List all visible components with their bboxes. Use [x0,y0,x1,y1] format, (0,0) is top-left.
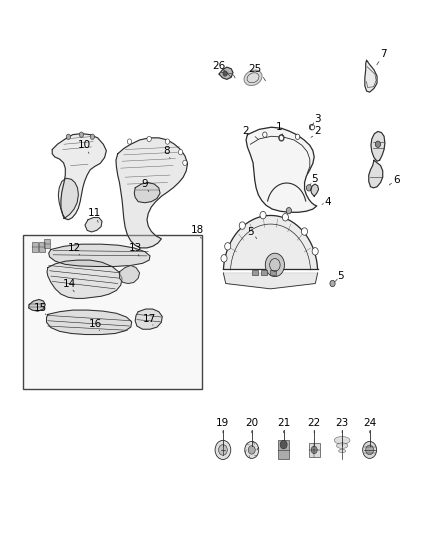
Polygon shape [116,138,187,248]
Text: 22: 22 [307,418,321,429]
Circle shape [309,125,314,130]
Text: 19: 19 [216,418,230,429]
Text: 13: 13 [128,243,142,253]
Text: 16: 16 [89,319,102,329]
Circle shape [66,134,71,140]
Circle shape [310,125,314,130]
Circle shape [265,253,285,277]
Polygon shape [135,309,162,329]
Ellipse shape [336,443,348,448]
Polygon shape [365,60,377,92]
Text: 20: 20 [245,418,258,429]
Text: 2: 2 [314,126,321,136]
Circle shape [90,134,95,140]
Text: 14: 14 [63,279,76,288]
Circle shape [183,160,187,165]
Text: 10: 10 [78,140,91,150]
Text: 8: 8 [163,146,170,156]
Circle shape [306,184,311,191]
Circle shape [279,135,284,141]
Polygon shape [246,127,317,212]
Text: 1: 1 [276,122,283,132]
Text: 12: 12 [68,243,81,253]
Circle shape [245,441,259,458]
Polygon shape [371,132,385,161]
Circle shape [248,446,255,454]
Circle shape [279,135,284,141]
Bar [252,270,258,275]
Text: 3: 3 [314,114,321,124]
Circle shape [375,141,381,148]
Ellipse shape [334,437,350,444]
Text: 15: 15 [34,303,47,313]
Circle shape [147,136,151,142]
Polygon shape [58,178,78,219]
Circle shape [127,139,132,144]
Text: 5: 5 [311,174,318,184]
Circle shape [79,132,84,138]
Circle shape [283,214,288,221]
Circle shape [280,440,287,449]
Polygon shape [85,217,102,232]
Circle shape [295,134,300,140]
Text: 21: 21 [277,418,290,429]
Text: 2: 2 [242,126,248,136]
Circle shape [239,222,245,229]
Circle shape [366,445,374,455]
Ellipse shape [339,449,346,453]
Circle shape [363,441,377,458]
Polygon shape [219,67,233,79]
Circle shape [225,243,231,250]
Bar [308,443,320,457]
Ellipse shape [244,70,262,85]
Text: 6: 6 [393,175,399,185]
Polygon shape [47,260,122,298]
Polygon shape [28,300,45,311]
Circle shape [178,150,183,155]
Text: 25: 25 [248,64,261,74]
Text: 5: 5 [337,271,344,281]
Circle shape [312,248,318,255]
Bar [44,239,50,248]
Bar [39,242,45,252]
Text: 9: 9 [141,179,148,189]
Bar [261,270,267,275]
Circle shape [263,132,267,138]
Circle shape [260,212,266,219]
Polygon shape [49,244,150,266]
Circle shape [221,255,227,262]
Polygon shape [134,182,160,203]
Bar [270,270,276,275]
Text: 26: 26 [212,61,226,70]
Circle shape [215,440,231,459]
Polygon shape [120,265,140,284]
Bar [23,235,202,389]
Text: 18: 18 [191,225,204,236]
Circle shape [223,71,227,76]
Text: 23: 23 [336,418,349,429]
Circle shape [330,280,335,287]
Circle shape [311,446,317,454]
Polygon shape [223,273,318,289]
Polygon shape [369,160,383,188]
Bar [32,242,38,252]
Polygon shape [52,134,106,220]
Text: 5: 5 [247,227,254,237]
Text: 24: 24 [363,418,376,429]
Bar [279,440,289,459]
Circle shape [165,139,170,144]
Circle shape [301,228,307,235]
Text: 7: 7 [380,49,386,59]
Polygon shape [223,215,318,269]
Circle shape [219,445,227,455]
Circle shape [286,207,291,214]
Text: 11: 11 [88,208,101,219]
Polygon shape [46,310,132,335]
Text: 4: 4 [325,197,332,207]
Polygon shape [311,184,318,196]
Text: 17: 17 [142,313,156,324]
